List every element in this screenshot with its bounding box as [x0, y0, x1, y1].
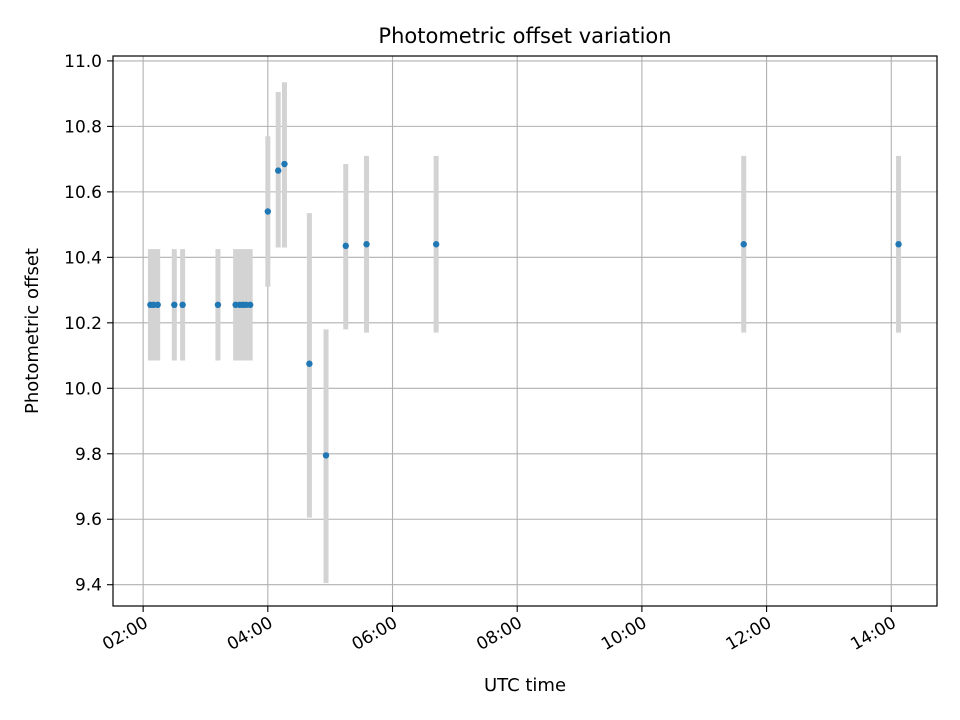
y-tick-label: 10.4 [64, 248, 102, 268]
plot-frame [112, 55, 938, 607]
data-point [322, 452, 330, 459]
data-point [154, 301, 161, 309]
data-point [740, 241, 747, 248]
y-tick-label: 10.2 [64, 314, 102, 334]
y-tick-label: 9.6 [75, 510, 102, 530]
data-point [281, 160, 288, 168]
data-point [342, 242, 349, 250]
y-tick-label: 9.4 [75, 576, 102, 596]
data-point [179, 301, 186, 309]
data-point [246, 301, 254, 309]
data-point [306, 360, 313, 367]
data-point [264, 208, 272, 215]
data-point [214, 301, 222, 309]
y-tick-label: 11.0 [64, 52, 102, 72]
data-points [147, 160, 902, 459]
data-point [432, 241, 440, 248]
chart-title: Photometric offset variation [378, 24, 671, 48]
y-axis-ticks: 9.4 9.6 9.8 10.0 10.2 10.4 10.6 10.8 11.0 [64, 52, 113, 596]
x-axis-label: UTC time [484, 675, 566, 696]
y-tick-label: 9.8 [75, 445, 102, 465]
y-tick-label: 10.6 [64, 183, 102, 203]
data-point [363, 241, 370, 248]
data-point [171, 301, 178, 309]
data-point [895, 241, 902, 248]
y-tick-label: 10.0 [64, 379, 102, 399]
y-tick-label: 10.8 [64, 117, 102, 137]
data-point [275, 167, 282, 174]
y-axis-label: Photometric offset [22, 248, 43, 414]
